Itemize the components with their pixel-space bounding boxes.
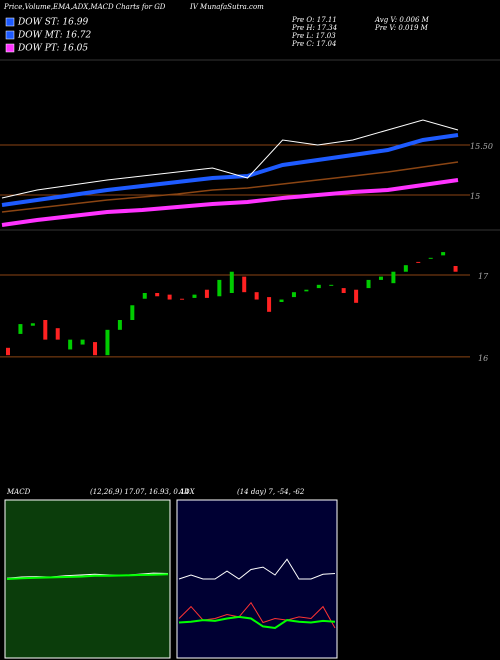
- candle: [254, 292, 259, 300]
- info-label: Avg V: 0.006 M: [374, 16, 430, 24]
- candle: [55, 328, 60, 340]
- info-label: Pre V: 0.019 M: [374, 24, 429, 32]
- candle: [93, 342, 98, 356]
- candle: [18, 324, 23, 334]
- candle: [204, 289, 209, 298]
- candle: [428, 257, 433, 259]
- candle: [30, 323, 35, 326]
- legend-label: DOW MT: 16.72: [17, 31, 92, 41]
- candle: [80, 339, 85, 345]
- series-line: [1, 133, 459, 207]
- info-label: Pre H: 17.34: [291, 24, 337, 32]
- candle: [378, 276, 383, 280]
- series-line: [178, 558, 336, 580]
- panel: [176, 499, 338, 659]
- y-tick-label: 15.50: [470, 142, 493, 151]
- series-line: [1, 178, 459, 227]
- candle: [391, 271, 396, 284]
- candle: [291, 292, 296, 298]
- candle: [267, 297, 272, 312]
- info-label: Pre O: 17.11: [291, 16, 337, 24]
- legend-label: DOW PT: 16.05: [17, 44, 88, 54]
- candle: [416, 261, 421, 263]
- candle: [453, 266, 458, 272]
- candle: [341, 288, 346, 293]
- y-tick-label: 16: [478, 354, 488, 363]
- candle: [441, 252, 446, 256]
- candle: [105, 329, 110, 356]
- chart-title: Price,Volume,EMA,ADX,MACD Charts for GD: [3, 3, 166, 11]
- candle: [217, 279, 222, 297]
- series-line: [1, 119, 459, 199]
- candle: [130, 305, 135, 320]
- candle: [329, 284, 334, 286]
- candle: [229, 271, 234, 293]
- candle: [142, 293, 147, 299]
- series-line: [178, 615, 336, 630]
- legend-swatch: [5, 17, 15, 27]
- info-label: Pre L: 17.03: [291, 32, 336, 40]
- legend-swatch: [5, 30, 15, 40]
- candle: [366, 279, 371, 289]
- y-tick-label: 15: [470, 192, 480, 201]
- y-tick-label: 17: [478, 272, 489, 281]
- info-label: Pre C: 17.04: [291, 40, 336, 48]
- candle: [354, 289, 359, 303]
- site: IV MunafaSutra.com: [189, 3, 264, 11]
- candle: [167, 294, 172, 300]
- candle: [403, 265, 408, 272]
- candle: [304, 289, 309, 292]
- panel-subtitle: (14 day) 7, -54, -62: [237, 488, 305, 496]
- legend-label: DOW ST: 16.99: [17, 18, 88, 28]
- panel-subtitle: (12,26,9) 17.07, 16.93, 0.14: [90, 488, 189, 496]
- candle: [180, 298, 185, 300]
- legend-swatch: [5, 43, 15, 53]
- series-line: [1, 161, 459, 213]
- candle: [68, 339, 73, 350]
- candle: [6, 347, 10, 356]
- candle: [43, 320, 48, 340]
- candle: [192, 294, 197, 298]
- panel-title: ADX: [178, 488, 196, 496]
- candle: [117, 320, 122, 330]
- candle: [316, 284, 321, 289]
- candle: [242, 276, 247, 293]
- panel-title: MACD: [6, 488, 31, 496]
- panel: [4, 499, 171, 659]
- series-line: [6, 573, 169, 580]
- candle: [279, 299, 284, 302]
- candle: [155, 293, 160, 297]
